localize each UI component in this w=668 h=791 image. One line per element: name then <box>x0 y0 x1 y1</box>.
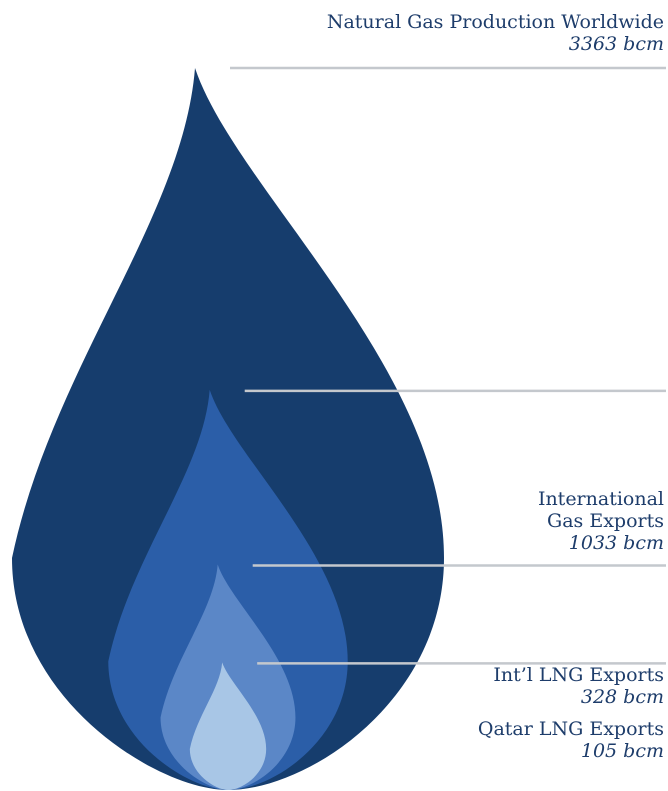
label-natural-gas-production: Natural Gas Production Worldwide 3363 bc… <box>327 11 664 55</box>
label-international-gas-exports: International Gas Exports 1033 bcm <box>538 488 664 554</box>
series-name: Qatar LNG Exports <box>477 718 664 740</box>
label-intl-lng-exports: Int’l LNG Exports 328 bcm <box>493 664 664 708</box>
series-name: Int’l LNG Exports <box>493 664 664 686</box>
series-value: 3363 bcm <box>568 33 664 55</box>
series-value: 328 bcm <box>580 686 664 708</box>
series-name: International Gas Exports <box>537 488 664 532</box>
series-value: 105 bcm <box>580 740 664 762</box>
series-value: 1033 bcm <box>568 532 664 554</box>
label-qatar-lng-exports: Qatar LNG Exports 105 bcm <box>478 718 664 762</box>
series-name: Natural Gas Production Worldwide <box>326 11 664 33</box>
drop-qatar-lng-exports <box>189 662 267 790</box>
